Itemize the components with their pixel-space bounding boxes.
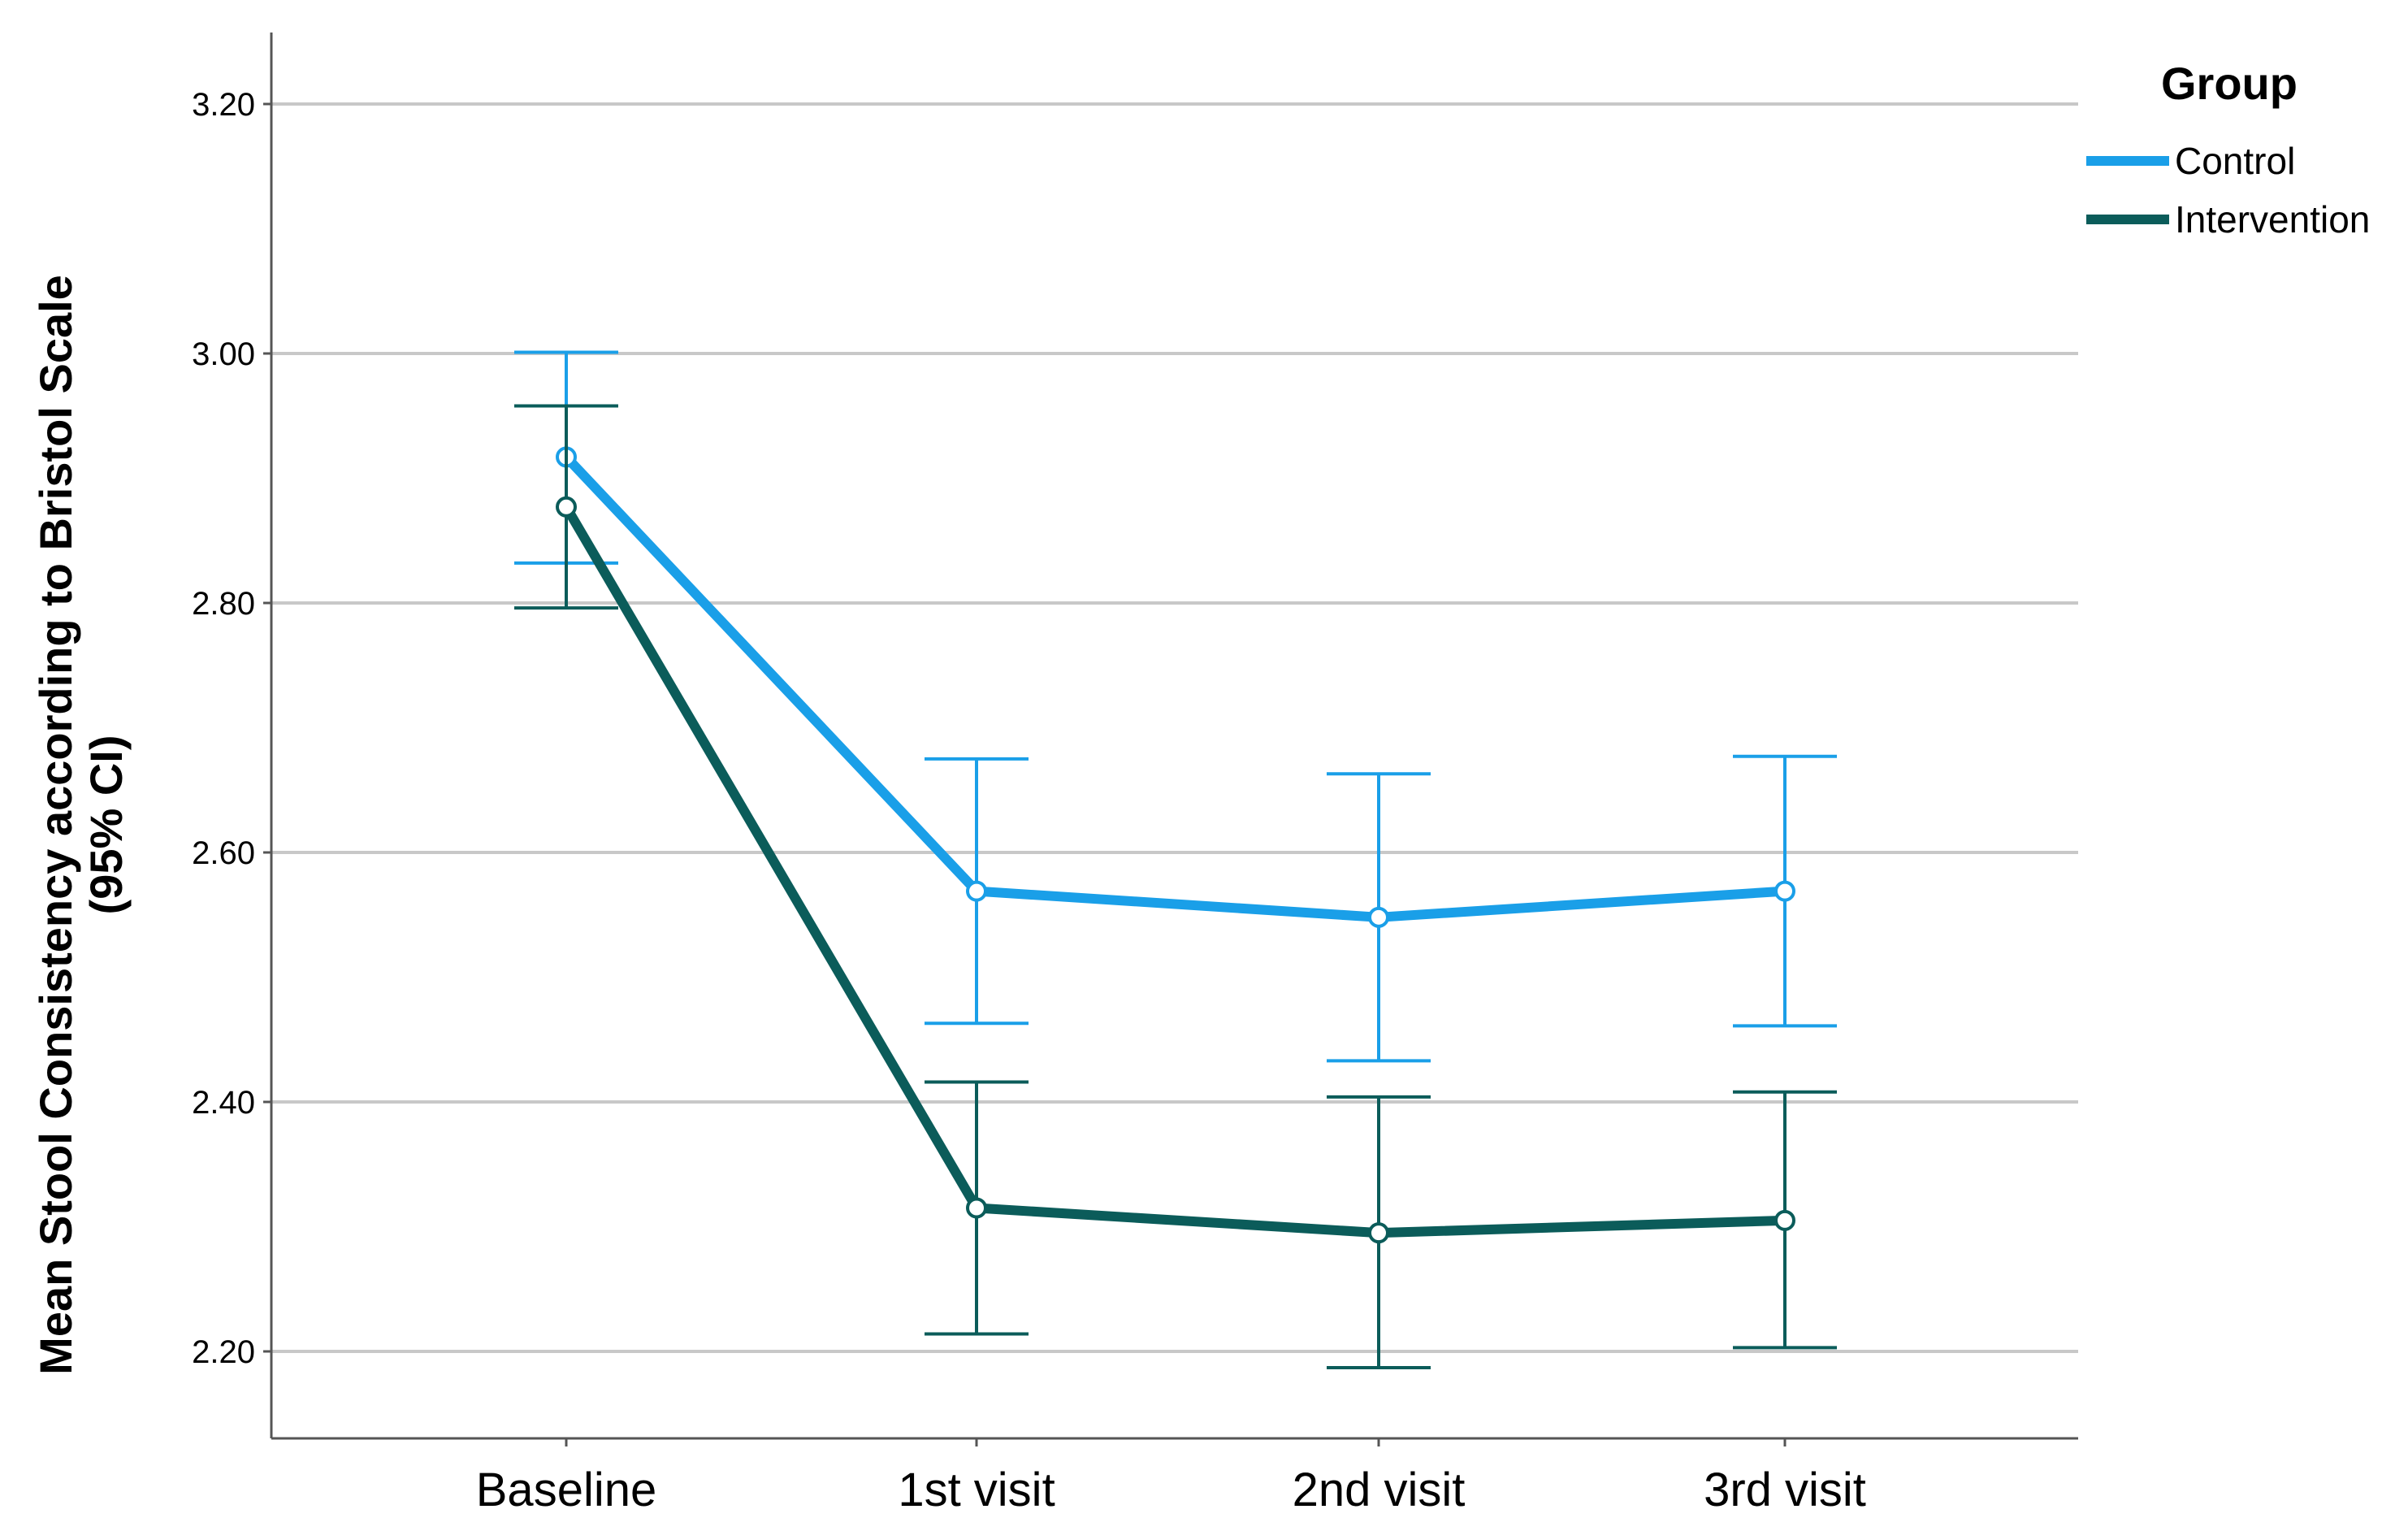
data-point	[556, 496, 577, 518]
legend: Group Control Intervention	[2086, 58, 2370, 241]
gridlines	[271, 102, 2078, 1353]
legend-label: Intervention	[2175, 198, 2370, 241]
y-axis-label-line-2: (95% CI)	[80, 735, 132, 915]
legend-title: Group	[2161, 58, 2298, 109]
data-point	[966, 1197, 987, 1219]
data-point	[966, 880, 987, 902]
data-point	[1774, 1209, 1795, 1231]
y-axis-label: Mean Stool Consistency according to Bris…	[30, 275, 132, 1375]
series-line	[561, 452, 1790, 922]
data-point	[1368, 1222, 1389, 1244]
series-intervention	[514, 404, 1837, 1369]
x-ticks: Baseline 1st visit 2nd visit 3rd visit	[476, 1438, 1866, 1516]
y-axis-label-line-1: Mean Stool Consistency according to Bris…	[30, 275, 81, 1375]
x-tick-label: 2nd visit	[1293, 1464, 1466, 1516]
series-line	[561, 501, 1790, 1238]
axes	[270, 33, 2078, 1440]
series-control	[514, 350, 1837, 1063]
y-tick-label: 3.00	[192, 336, 255, 372]
y-tick-label: 2.60	[192, 835, 255, 871]
y-ticks: 2.20 2.40 2.60 2.80 3.00 3.20	[192, 87, 271, 1370]
x-tick-label: 1st visit	[898, 1464, 1055, 1516]
data-point	[1774, 880, 1795, 902]
y-tick-label: 3.20	[192, 87, 255, 123]
series-layer	[514, 350, 1837, 1369]
data-point	[1368, 906, 1389, 928]
y-tick-label: 2.40	[192, 1085, 255, 1121]
x-tick-label: 3rd visit	[1704, 1464, 1866, 1516]
legend-label: Control	[2175, 140, 2295, 182]
y-tick-label: 2.20	[192, 1334, 255, 1370]
y-tick-label: 2.80	[192, 586, 255, 622]
x-tick-label: Baseline	[476, 1464, 656, 1516]
